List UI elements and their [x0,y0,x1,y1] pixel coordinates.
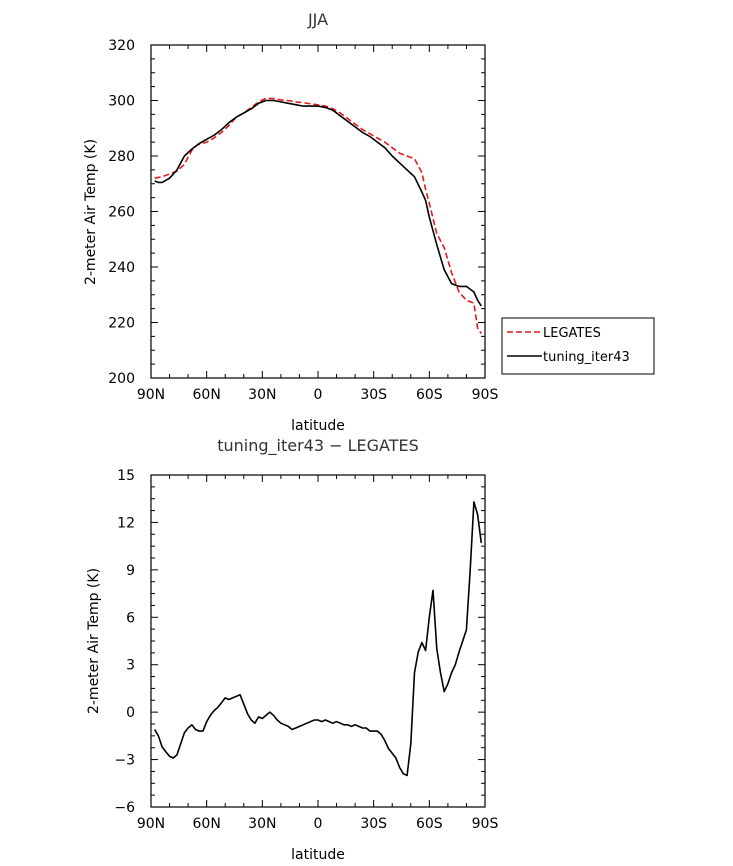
series-line-tuning-iter43 [154,99,482,307]
x-axis-ticks: 90N 60N 30N 0 30S 60S 90S [137,45,499,403]
legend-label-legates: LEGATES [543,326,601,341]
series-line-legates [154,97,482,335]
y-tick-label: 320 [108,38,135,54]
y-axis-ticks: 200 220 240 260 280 300 320 [108,38,485,387]
y-tick-label: −3 [114,753,135,769]
series-layer [154,97,482,335]
y-tick-label: 200 [108,371,135,387]
y-tick-label: 260 [108,205,135,221]
x-axis-ticks: 90N 60N 30N 0 30S 60S 90S [137,475,499,832]
x-tick-label: 30S [360,816,387,832]
x-tick-label: 30N [248,387,276,403]
chart-title: tuning_iter43 − LEGATES [217,436,419,456]
x-tick-label: 90S [472,816,499,832]
x-tick-label: 60N [193,816,221,832]
difference-chart: tuning_iter43 − LEGATES 90N 60N 30N 0 30S 60S… [86,436,498,863]
x-tick-label: 0 [314,387,323,403]
y-tick-label: 6 [126,610,135,626]
x-axis-label: latitude [291,847,345,863]
y-axis-label: 2-meter Air Temp (K) [86,568,102,714]
x-tick-label: 60S [416,387,443,403]
legend-frame [501,317,655,375]
plot-frame [150,44,486,379]
y-tick-label: 15 [117,468,135,484]
x-tick-label: 60S [416,816,443,832]
x-tick-label: 30S [360,387,387,403]
y-tick-label: 300 [108,94,135,110]
plot-frame [150,474,486,808]
x-tick-label: 90N [137,387,165,403]
y-tick-label: 220 [108,316,135,332]
y-tick-label: 0 [126,705,135,721]
y-tick-label: 3 [126,658,135,674]
legend: LEGATES tuning_iter43 [501,317,655,375]
x-axis-label: latitude [291,418,345,434]
y-tick-label: −6 [114,800,135,816]
y-tick-label: 9 [126,563,135,579]
x-tick-label: 60N [193,387,221,403]
temperature-chart: JJA 90N 60N 30N 0 30S 60S 90S 200 220 240 260 280 3… [83,10,655,434]
y-axis-label: 2-meter Air Temp (K) [83,139,99,285]
y-tick-label: 240 [108,260,135,276]
x-tick-label: 90N [137,816,165,832]
series-line-difference [154,501,483,777]
x-tick-label: 90S [472,387,499,403]
legend-label-tuning: tuning_iter43 [543,350,630,365]
y-axis-ticks: −6 −3 0 3 6 9 12 15 [114,468,485,816]
y-tick-label: 12 [117,515,135,531]
y-tick-label: 280 [108,149,135,165]
x-tick-label: 0 [314,816,323,832]
x-tick-label: 30N [248,816,276,832]
chart-title: JJA [307,10,328,29]
series-layer [154,501,483,777]
